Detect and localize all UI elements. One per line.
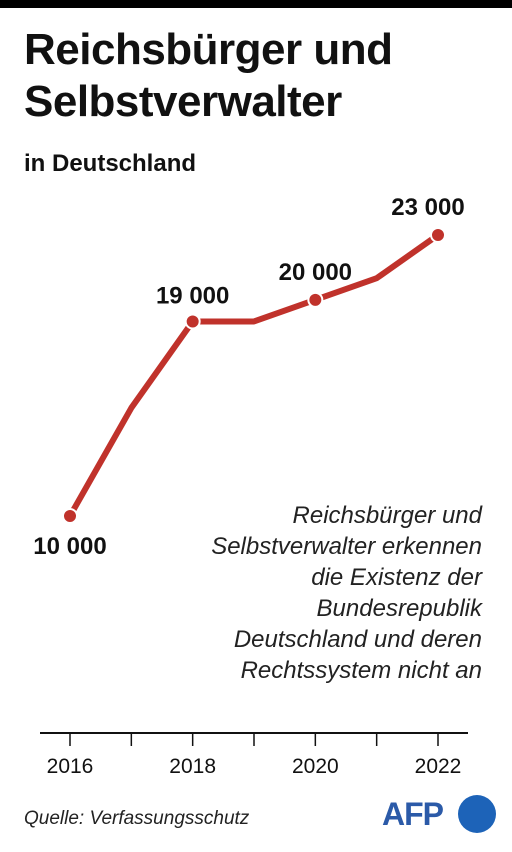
subtitle: in Deutschland — [24, 150, 197, 177]
data-label: 10 000 — [33, 533, 106, 560]
x-tick-label: 2018 — [169, 755, 216, 778]
page-title: Reichsbürger und Selbstverwalter — [24, 25, 393, 126]
data-point-marker — [62, 508, 78, 524]
data-label: 23 000 — [391, 194, 464, 221]
source-text: Quelle: Verfassungsschutz — [24, 808, 250, 829]
afp-logo: AFP — [382, 794, 498, 834]
series-line — [67, 232, 441, 519]
data-point-marker — [184, 313, 201, 330]
top-bar — [0, 0, 512, 8]
x-tick-label: 2020 — [292, 755, 339, 778]
data-label: 19 000 — [156, 282, 229, 309]
chart-note: Reichsbürger und Selbstverwalter erkenne… — [211, 502, 482, 684]
afp-logo-dot-icon — [458, 795, 496, 833]
x-tick-label: 2016 — [47, 755, 94, 778]
x-tick-label: 2022 — [415, 755, 462, 778]
data-point-marker — [307, 291, 324, 308]
afp-logo-text: AFP — [382, 796, 444, 832]
data-point-marker — [430, 227, 446, 243]
data-label: 20 000 — [279, 259, 352, 286]
